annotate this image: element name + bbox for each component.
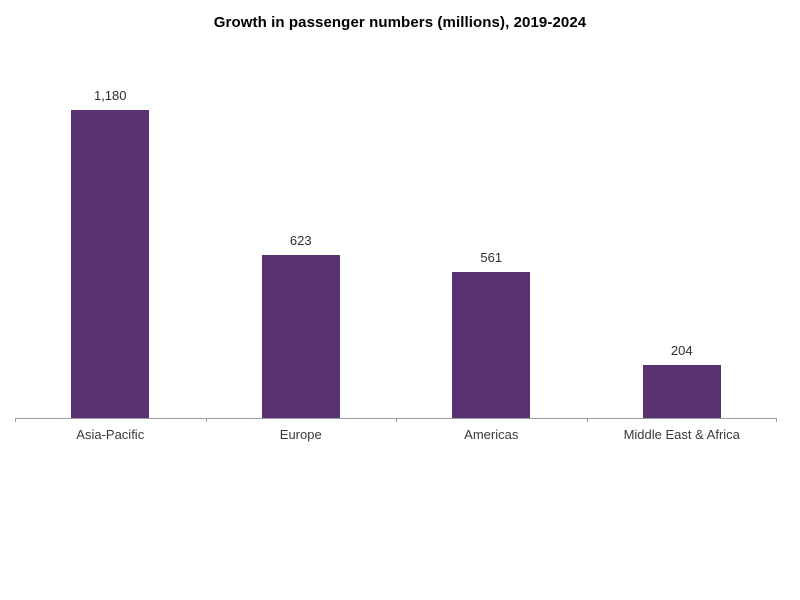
x-axis-tick xyxy=(396,418,397,422)
bar-value-label: 204 xyxy=(670,343,693,358)
category-label: Asia-Pacific xyxy=(76,427,145,442)
bar-value-label: 561 xyxy=(480,250,503,265)
chart-title: Growth in passenger numbers (millions), … xyxy=(213,14,587,31)
category-slot: 623 Europe xyxy=(206,110,397,442)
category-label: Middle East & Africa xyxy=(623,427,740,442)
x-axis-tick xyxy=(776,418,777,422)
bar-value-label: 1,180 xyxy=(93,88,127,103)
plot-area: 1,180 Asia-Pacific 623 Europe 561 Americas 204… xyxy=(15,88,778,442)
category-slot: 1,180 Asia-Pacific xyxy=(15,88,206,442)
category-label: Europe xyxy=(279,427,322,442)
category-slot: 561 Americas xyxy=(396,110,587,442)
category-label: Americas xyxy=(464,427,519,442)
bar xyxy=(452,272,531,418)
x-axis-tick xyxy=(587,418,588,422)
bar xyxy=(71,110,150,418)
bar-value-label: 623 xyxy=(289,233,312,248)
x-axis-tick xyxy=(206,418,207,422)
bar xyxy=(261,255,340,418)
x-axis-tick xyxy=(15,418,16,422)
category-slot: 204 Middle East & Africa xyxy=(587,110,778,442)
bar xyxy=(642,365,721,418)
